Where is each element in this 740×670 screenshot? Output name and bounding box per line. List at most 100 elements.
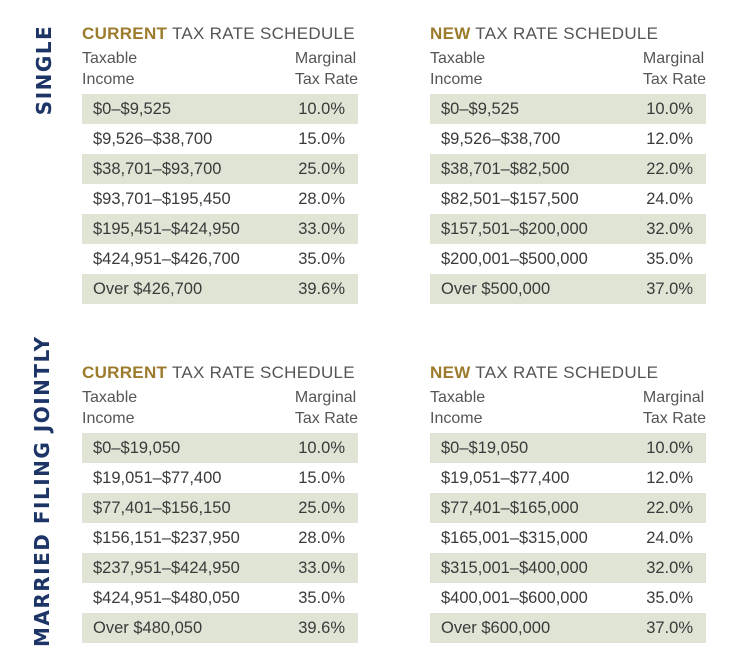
column-headers: Taxable Income Marginal Tax Rate: [82, 387, 358, 433]
income-header-line1: Taxable: [82, 50, 138, 67]
income-range: $82,501–$157,500: [441, 189, 579, 208]
income-header-line2: Income: [430, 410, 483, 427]
marginal-rate: 10.0%: [646, 99, 693, 118]
income-header: Taxable Income: [430, 387, 485, 433]
rate-table: $0–$9,525 10.0% $9,526–$38,700 15.0% $38,701…: [82, 94, 358, 304]
income-range: $9,526–$38,700: [93, 129, 213, 148]
rate-header: Marginal Tax Rate: [295, 387, 358, 433]
income-range: $77,401–$156,150: [93, 498, 231, 517]
income-range: $157,501–$200,000: [441, 219, 588, 238]
schedule-title: CURRENT TAX RATE SCHEDULE: [82, 22, 358, 46]
marginal-rate: 37.0%: [646, 279, 693, 298]
table-row: Over $480,050 39.6%: [82, 613, 358, 643]
table-row: $19,051–$77,400 15.0%: [82, 463, 358, 493]
marginal-rate: 35.0%: [646, 249, 693, 268]
marginal-rate: 24.0%: [646, 189, 693, 208]
schedule-title: CURRENT TAX RATE SCHEDULE: [82, 361, 358, 385]
schedule-keyword: CURRENT: [82, 363, 168, 382]
table-row: $195,451–$424,950 33.0%: [82, 214, 358, 244]
marginal-rate: 10.0%: [646, 438, 693, 457]
table-row: $82,501–$157,500 24.0%: [430, 184, 706, 214]
income-range: $19,051–$77,400: [441, 468, 570, 487]
income-range: $156,151–$237,950: [93, 528, 240, 547]
schedule-married-current: CURRENT TAX RATE SCHEDULE Taxable Income…: [82, 361, 358, 643]
marginal-rate: 35.0%: [298, 588, 345, 607]
rate-header-line2: Tax Rate: [294, 71, 358, 88]
income-range: $165,001–$315,000: [441, 528, 588, 547]
income-header: Taxable Income: [82, 387, 137, 433]
rate-header-line1: Marginal: [642, 50, 705, 67]
marginal-rate: 35.0%: [646, 588, 693, 607]
income-range: $0–$9,525: [441, 99, 519, 118]
marginal-rate: 15.0%: [298, 129, 345, 148]
rate-header: Marginal Tax Rate: [643, 387, 706, 433]
marginal-rate: 15.0%: [298, 468, 345, 487]
table-row: $400,001–$600,000 35.0%: [430, 583, 706, 613]
marginal-rate: 32.0%: [646, 219, 693, 238]
marginal-rate: 25.0%: [298, 159, 345, 178]
rate-table: $0–$9,525 10.0% $9,526–$38,700 12.0% $38,701…: [430, 94, 706, 304]
schedule-title-text: TAX RATE SCHEDULE: [475, 24, 659, 43]
rate-header-line2: Tax Rate: [294, 410, 358, 427]
table-row: $165,001–$315,000 24.0%: [430, 523, 706, 553]
income-range: $38,701–$93,700: [93, 159, 222, 178]
marginal-rate: 28.0%: [298, 189, 345, 208]
marginal-rate: 32.0%: [646, 558, 693, 577]
marginal-rate: 37.0%: [646, 618, 693, 637]
income-range: $315,001–$400,000: [441, 558, 588, 577]
rate-header-line1: Marginal: [294, 50, 357, 67]
income-range: $424,951–$480,050: [93, 588, 240, 607]
table-row: $9,526–$38,700 12.0%: [430, 124, 706, 154]
income-header-line2: Income: [430, 71, 483, 88]
income-range: $77,401–$165,000: [441, 498, 579, 517]
income-range: $93,701–$195,450: [93, 189, 231, 208]
income-range: $195,451–$424,950: [93, 219, 240, 238]
column-headers: Taxable Income Marginal Tax Rate: [430, 48, 706, 94]
schedule-keyword: NEW: [430, 24, 471, 43]
table-row: $237,951–$424,950 33.0%: [82, 553, 358, 583]
table-row: $38,701–$82,500 22.0%: [430, 154, 706, 184]
schedule-single-current: CURRENT TAX RATE SCHEDULE Taxable Income…: [82, 22, 358, 304]
schedule-title-text: TAX RATE SCHEDULE: [475, 363, 659, 382]
income-range: $0–$9,525: [93, 99, 171, 118]
table-row: $9,526–$38,700 15.0%: [82, 124, 358, 154]
income-range: Over $500,000: [441, 279, 551, 298]
table-row: $424,951–$480,050 35.0%: [82, 583, 358, 613]
income-range: $9,526–$38,700: [441, 129, 561, 148]
table-row: $156,151–$237,950 28.0%: [82, 523, 358, 553]
table-row: $0–$19,050 10.0%: [430, 433, 706, 463]
income-range: $237,951–$424,950: [93, 558, 240, 577]
table-row: $38,701–$93,700 25.0%: [82, 154, 358, 184]
table-row: $157,501–$200,000 32.0%: [430, 214, 706, 244]
schedule-single-new: NEW TAX RATE SCHEDULE Taxable Income Mar…: [430, 22, 706, 304]
income-range: Over $600,000: [441, 618, 551, 637]
schedule-title-text: TAX RATE SCHEDULE: [171, 363, 355, 382]
table-row: $0–$9,525 10.0%: [82, 94, 358, 124]
marginal-rate: 25.0%: [298, 498, 345, 517]
income-range: $0–$19,050: [441, 438, 529, 457]
table-row: $77,401–$165,000 22.0%: [430, 493, 706, 523]
rate-header: Marginal Tax Rate: [643, 48, 706, 94]
table-row: Over $426,700 39.6%: [82, 274, 358, 304]
marginal-rate: 33.0%: [298, 219, 345, 238]
schedule-keyword: CURRENT: [82, 24, 168, 43]
marginal-rate: 12.0%: [646, 468, 693, 487]
income-range: $400,001–$600,000: [441, 588, 588, 607]
marginal-rate: 12.0%: [646, 129, 693, 148]
marginal-rate: 22.0%: [646, 159, 693, 178]
income-range: $200,001–$500,000: [441, 249, 588, 268]
income-range: $0–$19,050: [93, 438, 181, 457]
rate-header-line1: Marginal: [294, 389, 357, 406]
column-headers: Taxable Income Marginal Tax Rate: [430, 387, 706, 433]
table-row: Over $500,000 37.0%: [430, 274, 706, 304]
section-label-single: SINGLE: [32, 24, 56, 116]
table-row: $77,401–$156,150 25.0%: [82, 493, 358, 523]
rate-header-line1: Marginal: [642, 389, 705, 406]
rate-table: $0–$19,050 10.0% $19,051–$77,400 12.0% $77,4…: [430, 433, 706, 643]
table-row: $93,701–$195,450 28.0%: [82, 184, 358, 214]
table-row: Over $600,000 37.0%: [430, 613, 706, 643]
schedule-title: NEW TAX RATE SCHEDULE: [430, 22, 706, 46]
rate-header: Marginal Tax Rate: [295, 48, 358, 94]
marginal-rate: 39.6%: [298, 279, 345, 298]
income-header-line2: Income: [82, 71, 135, 88]
